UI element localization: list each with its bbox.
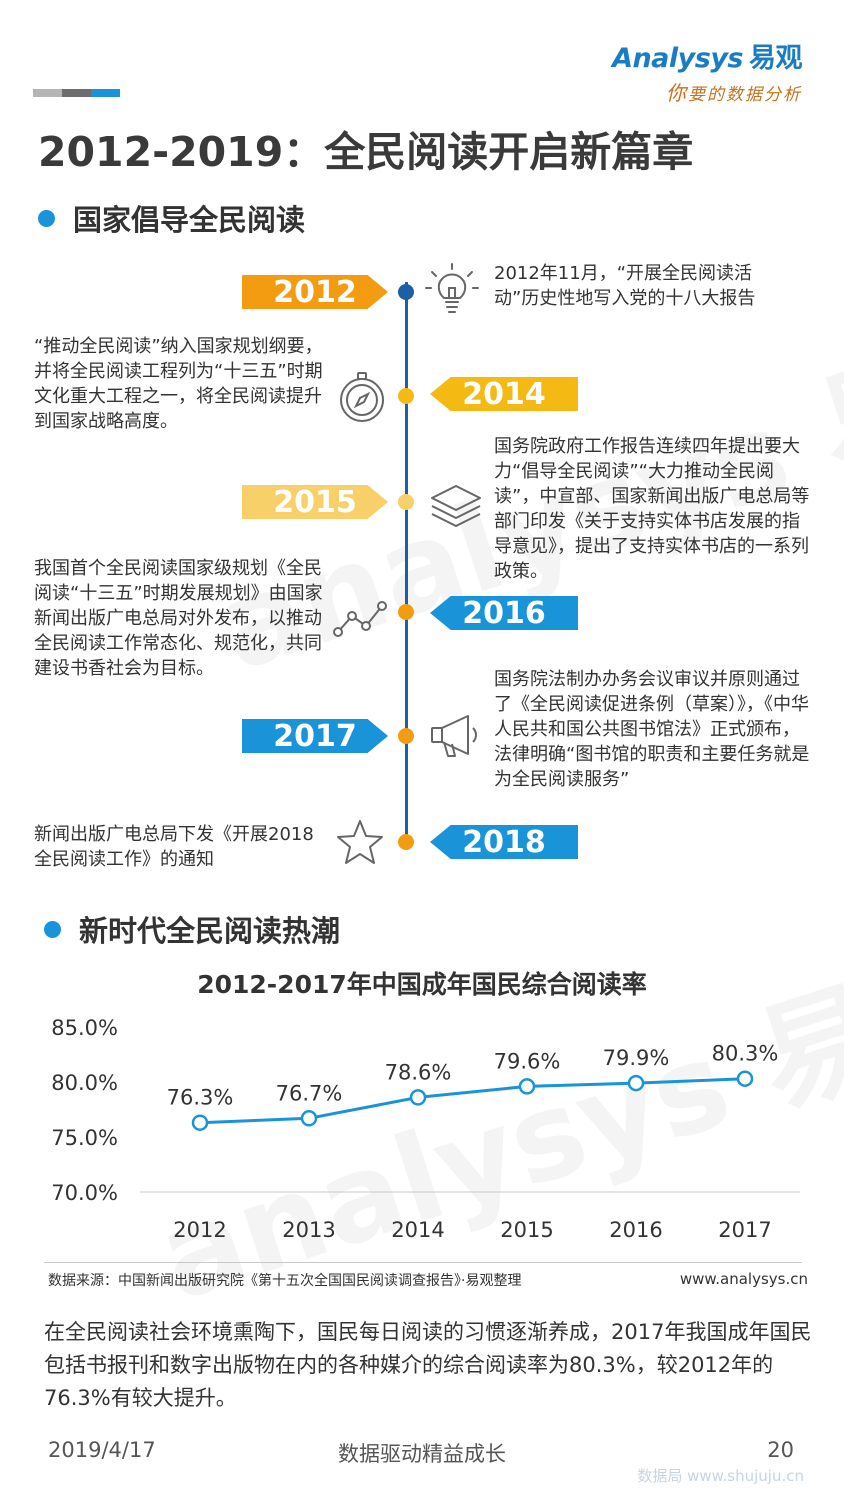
data-source: 数据来源：中国新闻出版研究院《第十五次全国国民阅读调查报告》·易观整理 (48, 1273, 522, 1289)
data-label: 79.9% (603, 1046, 670, 1070)
timeline-text-2016: 我国首个全民阅读国家级规划《全民阅读“十三五”时期发展规划》由国家新闻出版广电总… (34, 558, 323, 679)
compass-icon (334, 370, 390, 426)
chart-title: 2012-2017年中国成年国民综合阅读率 (197, 970, 647, 999)
year-label-2012: 2012 (242, 275, 388, 309)
header-accent-bars (33, 89, 120, 97)
trend-line-icon (332, 592, 388, 648)
timeline-dot-2016 (398, 604, 414, 620)
timeline-dot-2014 (398, 388, 414, 404)
data-label: 76.3% (167, 1086, 234, 1110)
x-tick-label: 2014 (391, 1218, 444, 1242)
analysys-logo: Analysys 易观 你要的数据分析 (612, 36, 802, 106)
data-point (627, 1074, 645, 1092)
x-tick-label: 2015 (500, 1218, 553, 1242)
summary-paragraph: 在全民阅读社会环境熏陶下，国民每日阅读的习惯逐渐养成，2017年我国成年国民包括… (44, 1320, 812, 1410)
logo-tagline-first: 你 (666, 81, 688, 105)
timeline-text-2014: “推动全民阅读”纳入国家规划纲要，并将全民阅读工程列为“十三五”时期文化重大工程… (34, 336, 323, 432)
timeline-dot-2017 (398, 728, 414, 744)
footer-watermark: 数据局 www.shujuju.cn (637, 1467, 804, 1485)
series-line (199, 1077, 746, 1125)
timeline-text-2012: 2012年11月，“开展全民阅读活动”历史性地写入党的十八大报告 (494, 263, 756, 309)
timeline-text-2017: 国务院法制办办务会议审议并原则通过了《全民阅读促进条例（草案）》，《中华人民共和… (494, 669, 810, 790)
year-label-2015: 2015 (242, 485, 388, 519)
data-point (191, 1114, 209, 1131)
section-heading-label: 国家倡导全民阅读 (73, 203, 306, 237)
data-label: 76.7% (276, 1081, 343, 1105)
y-tick-label: 75.0% (51, 1126, 118, 1150)
layers-icon (428, 478, 484, 534)
source-divider (44, 1262, 802, 1263)
y-tick-label: 70.0% (51, 1181, 118, 1205)
data-point (736, 1070, 754, 1087)
x-tick-label: 2016 (609, 1218, 662, 1242)
reading-rate-line-chart: 70.0% 75.0% 80.0% 85.0% 2012 2013 2014 2015 2016… (51, 1016, 800, 1242)
footer-date: 2019/4/17 (48, 1438, 156, 1462)
timeline-dot-2018 (398, 834, 414, 850)
data-label: 80.3% (712, 1042, 779, 1066)
data-label: 78.6% (385, 1060, 452, 1084)
lightbulb-icon (424, 262, 480, 318)
year-label-2014: 2014 (430, 377, 578, 411)
footer-slogan: 数据驱动精益成长 (338, 1442, 506, 1466)
x-tick-label: 2017 (718, 1218, 771, 1242)
star-icon (332, 815, 388, 871)
x-tick-label: 2013 (282, 1218, 335, 1242)
timeline-spine (405, 282, 408, 842)
bullet-dot (44, 920, 61, 938)
x-tick-label: 2012 (173, 1218, 226, 1242)
y-tick-label: 80.0% (51, 1071, 118, 1095)
year-label-2017: 2017 (242, 719, 388, 753)
section-heading-label: 新时代全民阅读热潮 (79, 914, 341, 948)
y-tick-label: 85.0% (51, 1016, 118, 1040)
logo-brand: Analysys (612, 43, 743, 74)
page-title: 2012-2019：全民阅读开启新篇章 (38, 128, 694, 176)
year-label-2018: 2018 (430, 825, 578, 859)
website-link[interactable]: www.analysys.cn (679, 1270, 808, 1288)
bullet-dot (38, 209, 55, 227)
data-point (300, 1110, 318, 1127)
page-number: 20 (767, 1438, 794, 1462)
data-label: 79.6% (494, 1049, 561, 1073)
timeline-text-2018: 新闻出版广电总局下发《开展2018全民阅读工作》的通知 (34, 824, 314, 870)
data-point (518, 1078, 536, 1095)
year-label-2016: 2016 (430, 596, 578, 630)
timeline-dot-2012 (398, 284, 414, 300)
section-heading-policy: 国家倡导全民阅读 (38, 197, 305, 239)
timeline-text-2015: 国务院政府工作报告连续四年提出要大力“倡导全民阅读”“大力推动全民阅读”，中宣部… (494, 436, 810, 582)
megaphone-icon (428, 708, 484, 764)
logo-tagline-rest: 要的数据分析 (688, 85, 802, 105)
timeline-dot-2015 (398, 494, 414, 510)
data-point (409, 1089, 427, 1106)
section-heading-trend: 新时代全民阅读热潮 (44, 908, 340, 950)
logo-brand-cn: 易观 (749, 43, 803, 74)
